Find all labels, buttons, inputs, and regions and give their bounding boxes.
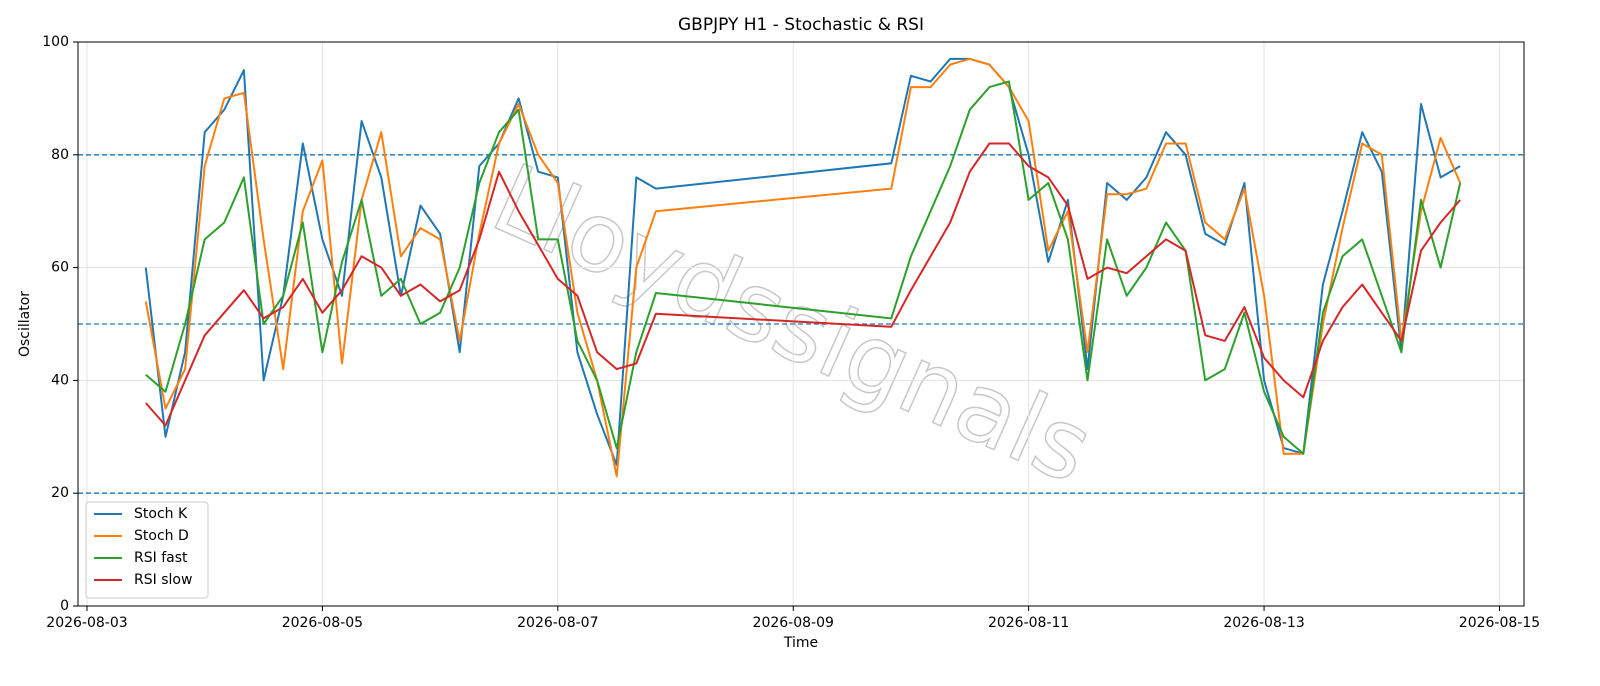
y-tick-label: 80 bbox=[51, 147, 69, 163]
legend-box bbox=[85, 501, 209, 599]
chart-title: GBPJPY H1 - Stochastic & RSI bbox=[678, 15, 924, 35]
series-line bbox=[145, 142, 1461, 427]
x-tick-label: 2026-08-05 bbox=[282, 615, 363, 631]
series-line bbox=[144, 57, 1462, 478]
x-axis-label: Time bbox=[783, 635, 818, 651]
y-tick-label: 20 bbox=[51, 485, 69, 501]
plot-frame bbox=[77, 41, 1525, 607]
y-axis-label: Oscillator bbox=[17, 291, 33, 357]
x-tick-label: 2026-08-03 bbox=[46, 615, 127, 631]
x-tick-label: 2026-08-15 bbox=[1459, 615, 1540, 631]
y-tick-label: 100 bbox=[42, 34, 69, 50]
y-tick-label: 60 bbox=[51, 260, 69, 276]
legend-label: RSI slow bbox=[134, 572, 192, 588]
x-tick-label: 2026-08-11 bbox=[988, 615, 1069, 631]
series-line bbox=[145, 80, 1462, 455]
x-tick-label: 2026-08-07 bbox=[517, 615, 598, 631]
x-tick-label: 2026-08-09 bbox=[753, 615, 834, 631]
legend-label: RSI fast bbox=[134, 550, 188, 566]
y-tick-label: 0 bbox=[60, 598, 69, 614]
series-line bbox=[144, 57, 1461, 466]
legend-label: Stoch D bbox=[134, 528, 189, 544]
y-tick-label: 40 bbox=[51, 372, 69, 388]
legend-label: Stoch K bbox=[134, 506, 188, 522]
x-tick-label: 2026-08-13 bbox=[1223, 615, 1304, 631]
